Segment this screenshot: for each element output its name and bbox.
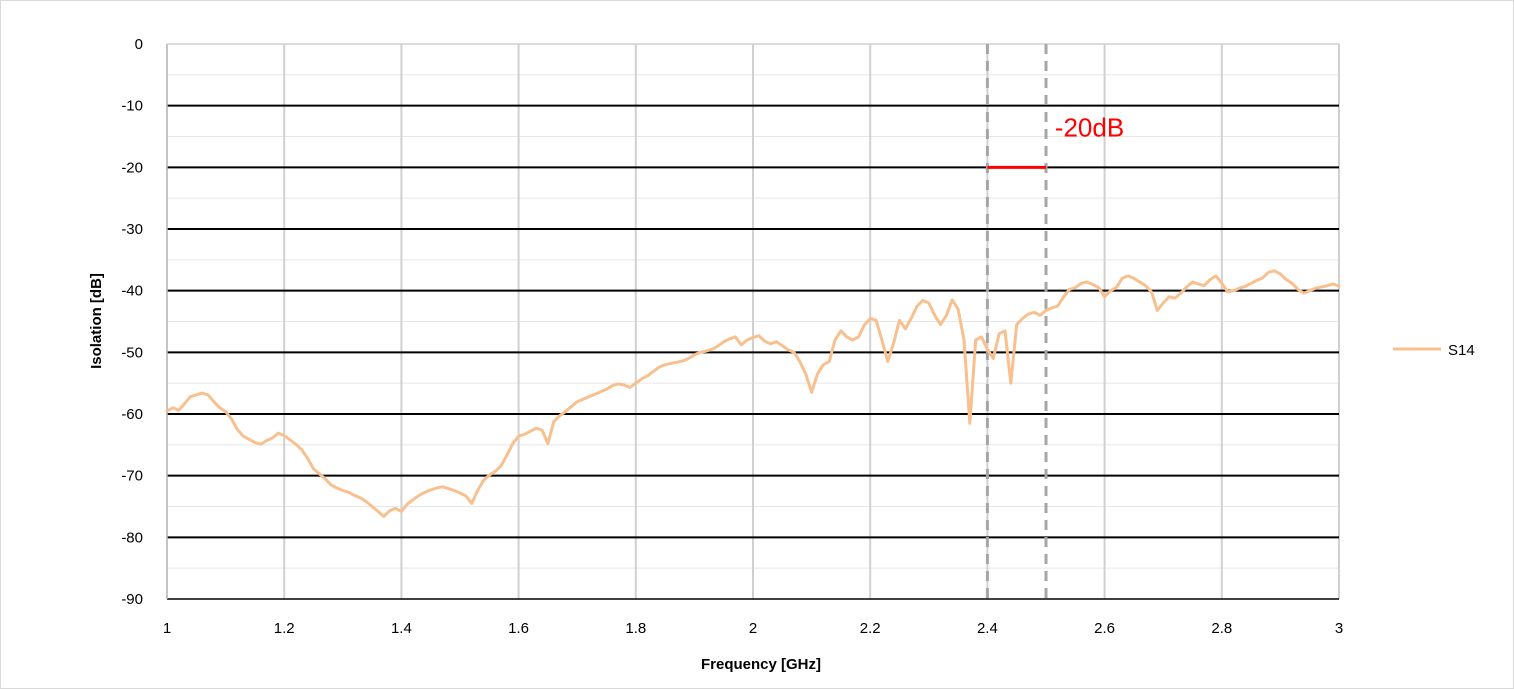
horizontal-gridlines	[167, 104, 1339, 539]
x-tick-label: 2.2	[860, 620, 881, 637]
x-tick-label: 1.2	[274, 620, 295, 637]
x-axis-title: Frequency [GHz]	[701, 656, 821, 673]
threshold-label: -20dB	[1055, 113, 1124, 143]
y-tick-labels: 0 -10 -20 -30 -40 -50 -60 -70 -80 -90	[121, 36, 143, 608]
axes	[166, 43, 1339, 600]
legend-label-s14: S14	[1448, 342, 1475, 359]
series-layer	[165, 269, 1341, 518]
legend: S14	[1393, 342, 1475, 359]
y-tick-label: 0	[135, 36, 143, 53]
x-tick-label: 1.6	[508, 620, 529, 637]
x-tick-label: 1.8	[625, 620, 646, 637]
x-tick-labels: 1 1.2 1.4 1.6 1.8 2 2.2 2.4 2.6 2.8 3	[163, 620, 1343, 637]
y-tick-label: -30	[121, 221, 143, 238]
series-line-s14	[165, 269, 1341, 518]
y-tick-label: -40	[121, 283, 143, 300]
y-tick-label: -80	[121, 529, 143, 546]
y-tick-label: -10	[121, 98, 143, 115]
x-tick-label: 2.6	[1094, 620, 1115, 637]
x-tick-label: 2.4	[977, 620, 998, 637]
y-tick-label: -50	[121, 344, 143, 361]
y-axis-title: Isolation [dB]	[88, 273, 105, 369]
x-tick-label: 2	[749, 620, 757, 637]
y-tick-label: -20	[121, 159, 143, 176]
annotations: -20dB	[985, 44, 1124, 599]
x-tick-label: 3	[1335, 620, 1343, 637]
y-tick-label: -70	[121, 468, 143, 485]
x-tick-label: 2.8	[1211, 620, 1232, 637]
y-tick-label: -60	[121, 406, 143, 423]
y-tick-label: -90	[121, 591, 143, 608]
x-tick-label: 1	[163, 620, 171, 637]
x-tick-label: 1.4	[391, 620, 412, 637]
